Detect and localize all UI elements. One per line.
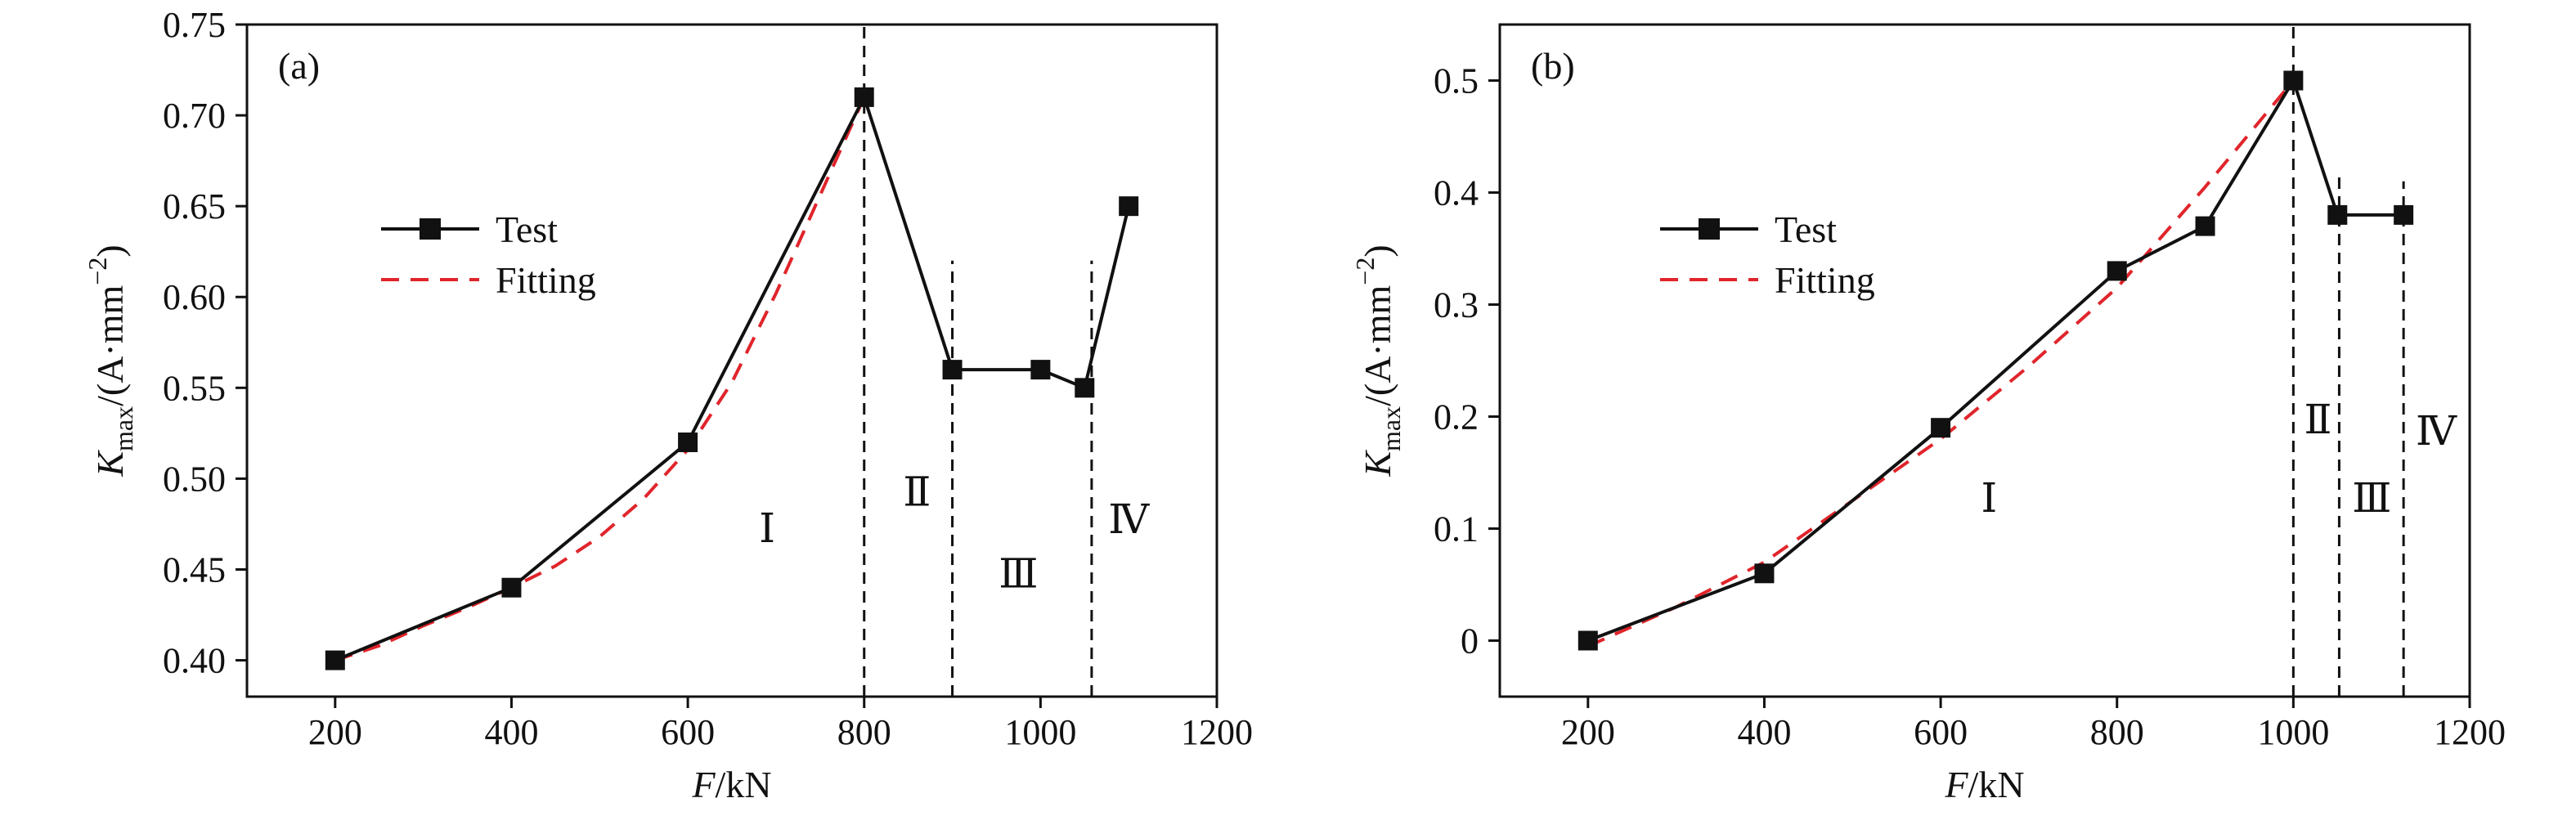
y-tick-label: 0.4 [1434, 173, 1479, 213]
region-label: Ⅲ [2352, 475, 2391, 521]
y-tick-label: 0.5 [1434, 61, 1479, 101]
x-tick-label: 800 [837, 712, 891, 752]
region-label: Ⅲ [999, 551, 1038, 597]
test-data-point [1577, 630, 1598, 651]
y-tick-label: 0.40 [163, 641, 226, 681]
y-axis-title: Kmax/(A·mm−2) [1350, 244, 1406, 477]
x-tick-label: 200 [1561, 712, 1615, 752]
chart-marks: 200 400 600 800 1000 1200 0.40 0.45 0.50 0.55 0.60… [163, 5, 1253, 752]
legend-label-fitting: Fitting [496, 259, 596, 301]
chart-panel-b: 200 400 600 800 1000 1200 0 0.1 0.2 0.3 0.4 0.5 Ⅰ ⅡⅢⅣ… [1350, 23, 2506, 805]
y-tick-label: 0.50 [163, 459, 226, 499]
legend: Test Fitting [1660, 208, 1875, 301]
x-tick-label: 1000 [2257, 712, 2329, 752]
test-data-point [1931, 418, 1951, 438]
legend-marker-test [420, 218, 441, 240]
legend-label-test: Test [496, 208, 558, 250]
series-test-line [1587, 76, 2404, 643]
region-label: Ⅱ [903, 469, 931, 515]
x-tick-label: 1200 [1181, 712, 1253, 752]
y-tick-label: 0 [1461, 621, 1479, 661]
region-label: Ⅰ [759, 505, 775, 551]
y-tick-label: 0.3 [1434, 285, 1479, 325]
legend: Test Fitting [381, 208, 596, 301]
test-data-point [854, 87, 874, 107]
plot-frame [1498, 23, 2471, 698]
test-data-point [2195, 216, 2215, 236]
test-data-point [2394, 204, 2414, 225]
series-fitting-line [334, 96, 866, 662]
x-axis-title: F/kN [691, 764, 771, 805]
y-tick-label: 0.2 [1434, 397, 1479, 437]
chart-panel-a: 200 400 600 800 1000 1200 0.40 0.45 0.50 0.55 0.60… [83, 5, 1253, 805]
x-tick-label: 1000 [1004, 712, 1076, 752]
test-data-point [501, 577, 522, 598]
legend-marker-test [1699, 218, 1720, 240]
test-data-point [678, 432, 698, 452]
panel-label: (a) [278, 45, 320, 87]
region-label: Ⅰ [1981, 475, 1998, 521]
y-tick-label: 0.1 [1434, 509, 1479, 549]
y-tick-label: 0.65 [163, 186, 226, 226]
x-tick-label: 600 [1914, 712, 1968, 752]
x-tick-label: 400 [484, 712, 538, 752]
region-label: Ⅳ [1108, 496, 1150, 542]
y-tick-label: 0.55 [163, 368, 226, 408]
test-data-point [2283, 70, 2304, 91]
series-fitting-line [1587, 79, 2295, 648]
test-data-point [1119, 196, 1139, 217]
region-label: Ⅱ [2304, 397, 2332, 442]
plot-frame [245, 23, 1218, 698]
test-data-point [325, 650, 345, 670]
y-tick-label: 0.45 [163, 549, 226, 590]
y-axis-title: Kmax/(A·mm−2) [83, 244, 138, 477]
test-data-point [1754, 563, 1775, 584]
test-data-point [942, 360, 963, 380]
test-data-point [1075, 378, 1095, 398]
region-label: Ⅳ [2416, 408, 2457, 454]
x-tick-label: 600 [661, 712, 715, 752]
x-tick-label: 1200 [2434, 712, 2506, 752]
panel-label: (b) [1531, 45, 1575, 87]
y-tick-label: 0.75 [163, 5, 226, 45]
test-data-point [2327, 204, 2348, 225]
test-data-point [2107, 261, 2127, 281]
x-tick-label: 400 [1737, 712, 1791, 752]
y-tick-label: 0.60 [163, 277, 226, 317]
legend-label-fitting: Fitting [1775, 259, 1875, 301]
y-tick-label: 0.70 [163, 96, 226, 136]
x-tick-label: 800 [2090, 712, 2144, 752]
test-data-point [1030, 360, 1051, 380]
x-tick-label: 200 [308, 712, 362, 752]
legend-label-test: Test [1775, 208, 1837, 250]
x-axis-title: F/kN [1944, 764, 2024, 805]
